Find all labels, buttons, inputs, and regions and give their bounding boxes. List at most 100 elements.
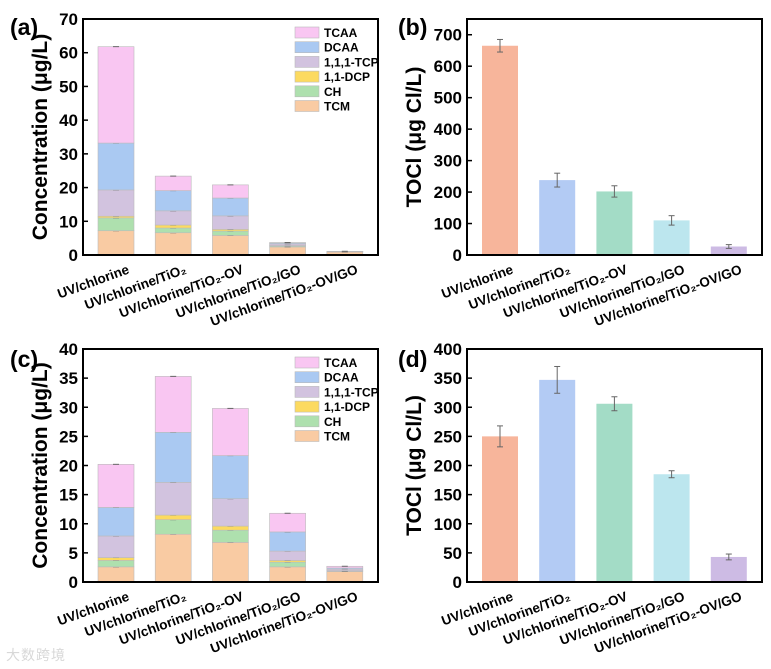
bar [596,403,633,582]
legend-swatch-1,1-DCP [294,70,320,83]
legend-swatch-1,1,1-TCP [294,386,320,398]
bar [710,556,747,582]
bar-segment-DCAA [154,190,192,212]
y-tick-label: 30 [59,145,78,164]
plot-frame [82,18,379,256]
panel-label: (a) [10,14,38,40]
bar [653,474,690,582]
panel-a: (a) 0 10 20 30 40 50 60 70 Concentration (μg/L) TC… [10,10,379,329]
bar-segment-CH [97,217,135,232]
plot-frame [466,348,763,583]
bar-segment-TCM [269,566,306,583]
y-tick-label: 15 [59,486,78,505]
bar-segment-CH [269,561,306,568]
bar-segment-CH [154,519,192,535]
plot-frame [82,348,379,583]
bar-segment-TCAA [97,464,135,508]
bar [596,191,633,255]
bar [539,379,576,582]
y-tick-label: 10 [59,212,78,231]
legend-label: 1,1,1-TCP [324,55,379,69]
bar [710,246,747,255]
bar-segment-DCAA [269,531,306,552]
bar-segment-1,1-DCP [154,514,192,520]
bar-segment-TCAA [97,46,135,144]
panel-c: (c) 0 5 10 15 20 25 30 35 40 Concentration (μg/L) T… [10,340,379,656]
bar [482,436,518,582]
bar-segment-1,1,1-TCP [154,210,192,226]
bar-segment-DCAA [154,431,192,483]
legend-swatch-DCAA [294,371,320,384]
y-tick-label: 400 [434,340,462,359]
legend-label: CH [324,415,341,429]
legend-label: TCAA [324,26,358,40]
y-axis-label: TOCl (μg Cl/L) [403,67,426,208]
y-tick-label: 10 [59,515,78,534]
bar-segment-TCM [326,571,364,583]
bar-segment-1,1,1-TCP [154,482,192,516]
legend-label: TCAA [324,356,358,370]
y-tick-label: 100 [434,215,462,234]
y-tick-label: 30 [59,398,78,417]
y-tick-label: 70 [59,10,78,29]
bar-segment-DCAA [212,197,249,217]
bar-segment-TCAA [154,376,192,433]
bar [539,180,576,255]
y-tick-label: 300 [434,152,462,171]
bar [653,220,690,255]
y-tick-label: 50 [443,544,462,563]
bar-segment-CH [97,560,135,568]
y-tick-label: 200 [434,457,462,476]
bar-segment-DCAA [212,455,249,500]
legend-swatch-CH [294,415,320,428]
legend-label: TCM [324,100,350,114]
y-tick-label: 40 [59,111,78,130]
y-tick-label: 35 [59,369,78,388]
bar-segment-TCM [97,566,135,583]
y-axis-label: Concentration (μg/L) [29,34,52,241]
bar-segment-1,1,1-TCP [212,215,249,230]
bar-segment-TCAA [212,408,249,456]
y-tick-label: 700 [434,26,462,45]
bar-segment-TCAA [212,184,249,199]
y-tick-label: 50 [59,77,78,96]
legend-label: CH [324,85,341,99]
bar-segment-CH [212,529,249,543]
y-tick-label: 0 [69,246,78,265]
panel-d: (d) 0 50 100 150 200 250 300 350 400 TOCl (μg Cl/L… [398,340,763,656]
bar-segment-TCM [97,230,135,256]
bar-segment-TCM [154,533,192,583]
legend-swatch-1,1-DCP [294,400,320,413]
y-tick-label: 350 [434,369,462,388]
bar-segment-DCAA [97,507,135,537]
y-tick-label: 25 [59,427,78,446]
panel-label: (b) [398,14,427,40]
legend-label: 1,1-DCP [324,400,370,414]
y-tick-label: 20 [59,179,78,198]
bar-segment-1,1,1-TCP [97,535,135,558]
bar-segment-CH [212,230,249,236]
bar-segment-TCAA [269,512,306,533]
legend-swatch-TCAA [294,26,320,39]
bar-segment-TCAA [154,175,192,191]
y-tick-label: 150 [434,486,462,505]
y-tick-label: 500 [434,89,462,108]
y-tick-label: 250 [434,427,462,446]
watermark: 大数跨境 [6,648,66,664]
legend-label: 1,1-DCP [324,70,370,84]
bar-segment-1,1-DCP [212,525,249,531]
legend-swatch-DCAA [294,41,320,54]
legend-swatch-TCM [294,430,320,442]
legend-label: DCAA [324,41,359,55]
y-tick-label: 0 [453,573,462,592]
bar-segment-CH [154,227,192,234]
legend-label: 1,1,1-TCP [324,385,379,399]
plot-frame [466,18,763,256]
legend-label: DCAA [324,371,359,385]
y-tick-label: 60 [59,44,78,63]
y-axis-label: Concentration (μg/L) [29,362,52,569]
bar-segment-TCM [212,235,249,256]
y-tick-label: 600 [434,57,462,76]
